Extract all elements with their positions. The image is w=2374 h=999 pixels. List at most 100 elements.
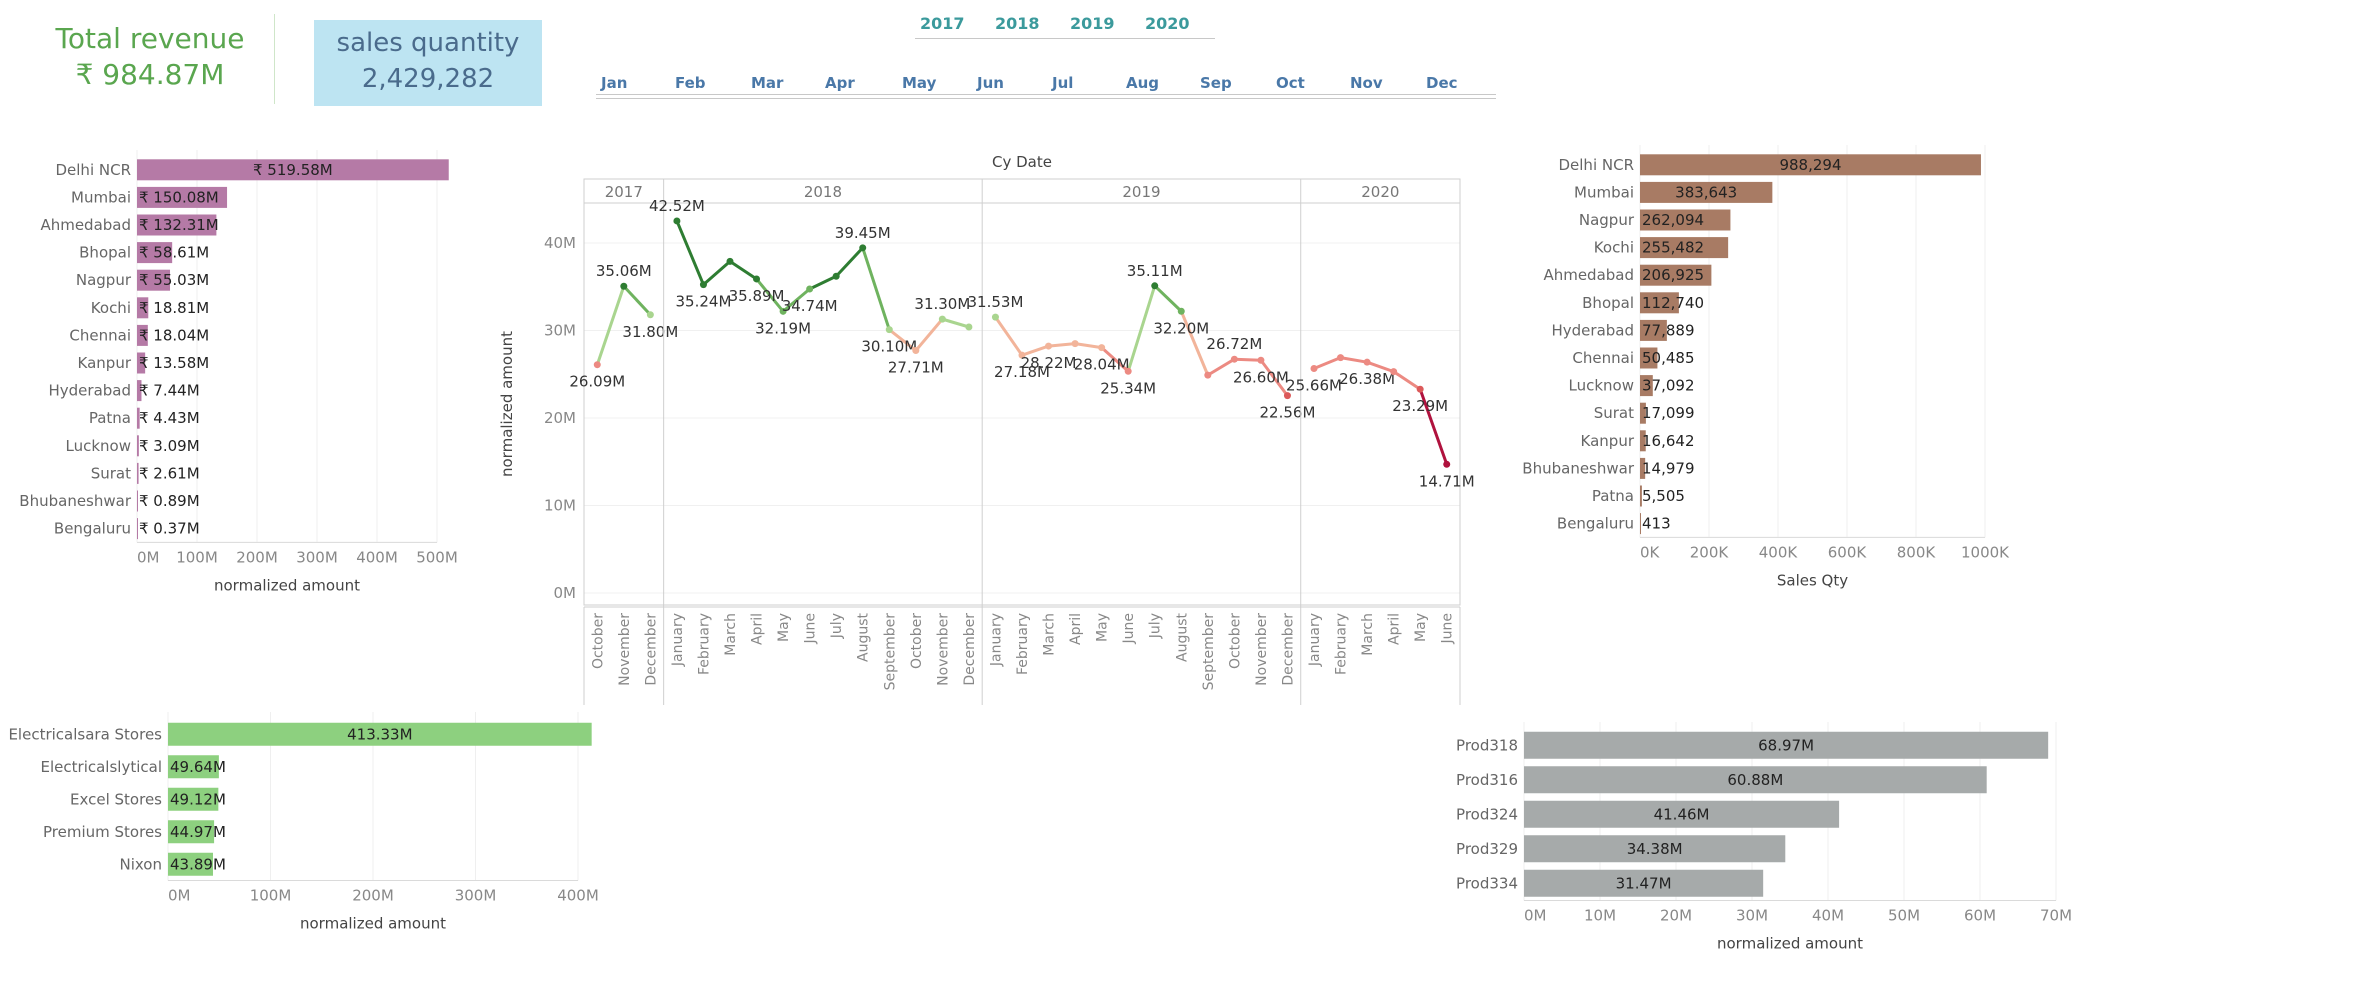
trend-data-label: 32.19M — [755, 319, 811, 337]
customer-x-axis-title: normalized amount — [300, 915, 446, 933]
top-customers-chart: Electricalsara Stores 413.33M Electricalsl… — [8, 712, 599, 933]
revenue-market-bar — [137, 435, 139, 457]
revenue-market-category-label: Surat — [91, 464, 131, 482]
trend-point — [753, 275, 761, 283]
trend-data-label: 30.10M — [861, 338, 917, 356]
month-filter-apr[interactable]: Apr — [825, 74, 855, 92]
trend-data-label: 25.66M — [1286, 376, 1342, 394]
revenue-market-x-tick-label: 100M — [176, 548, 218, 566]
qty-market-category-label: Delhi NCR — [1558, 156, 1634, 174]
trend-month-label: August — [856, 612, 872, 662]
trend-point — [1045, 342, 1053, 350]
trend-month-label: December — [1280, 613, 1296, 686]
trend-line-segment — [1100, 346, 1130, 373]
year-filter-2020[interactable]: 2020 — [1145, 14, 1190, 33]
qty-market-bar — [1640, 402, 1646, 424]
month-filter-may[interactable]: May — [902, 74, 937, 92]
month-filter-jul[interactable]: Jul — [1052, 74, 1074, 92]
trend-year-header: 2017 — [605, 183, 643, 201]
revenue-market-x-tick-label: 300M — [296, 548, 338, 566]
trend-point — [593, 361, 601, 369]
product-bar-label: 34.38M — [1627, 840, 1683, 858]
trend-line-segment — [1312, 356, 1343, 370]
trend-data-label: 27.18M — [994, 363, 1050, 381]
month-filter-jun[interactable]: Jun — [977, 74, 1004, 92]
qty-market-bar-label: 5,505 — [1642, 487, 1685, 505]
trend-plot-frame — [583, 178, 1461, 606]
trend-month-label: June — [1440, 613, 1456, 645]
trend-month-label: April — [750, 613, 766, 645]
revenue-market-bar-label: ₹ 0.37M — [139, 520, 200, 538]
qty-market-bar-label: 262,094 — [1642, 211, 1704, 229]
trend-data-label: 34.74M — [782, 297, 838, 315]
month-filter-dec[interactable]: Dec — [1426, 74, 1458, 92]
month-filter-oct[interactable]: Oct — [1276, 74, 1305, 92]
revenue-market-bar — [137, 352, 146, 374]
revenue-market-category-label: Chennai — [69, 326, 131, 344]
month-filter-feb[interactable]: Feb — [675, 74, 706, 92]
qty-market-category-label: Bengaluru — [1557, 515, 1634, 533]
revenue-market-bar — [137, 380, 142, 402]
year-filter-2017[interactable]: 2017 — [920, 14, 965, 33]
month-filter-aug[interactable]: Aug — [1126, 74, 1160, 92]
qty-market-category-label: Kanpur — [1581, 432, 1635, 450]
trend-data-label: 28.22M — [1021, 354, 1077, 372]
customer-bar — [168, 755, 219, 779]
kpi-divider — [274, 14, 275, 104]
trend-month-label: February — [696, 613, 712, 675]
revenue-market-category-label: Patna — [89, 409, 131, 427]
trend-month-label: April — [1068, 613, 1084, 645]
product-bar-label: 60.88M — [1727, 771, 1783, 789]
trend-point — [1177, 307, 1185, 315]
trend-month-label: October — [1227, 613, 1243, 669]
trend-title: Cy Date — [992, 153, 1052, 171]
trend-month-label: December — [962, 613, 978, 686]
trend-month-label: May — [1413, 613, 1429, 642]
product-x-tick-label: 0M — [1524, 907, 1547, 925]
trend-data-label: 31.53M — [968, 293, 1024, 311]
trend-month-label: March — [723, 613, 739, 656]
product-x-tick-label: 20M — [1660, 907, 1692, 925]
product-bar-label: 41.46M — [1654, 805, 1710, 823]
month-filter-mar[interactable]: Mar — [751, 74, 784, 92]
product-bar-label: 68.97M — [1758, 736, 1814, 754]
trend-line-segment — [1418, 387, 1449, 466]
revenue-market-category-label: Delhi NCR — [55, 161, 131, 179]
revenue-market-bar-label: ₹ 132.31M — [139, 216, 219, 234]
revenue-market-bar — [137, 297, 149, 319]
qty-market-bar-label: 37,092 — [1642, 377, 1695, 395]
customer-category-label: Electricalslytical — [41, 758, 162, 776]
month-filter-divider-lower — [596, 98, 1496, 99]
qty-market-x-tick-label: 600K — [1828, 543, 1868, 561]
trend-month-label: November — [935, 613, 951, 686]
revenue-market-category-label: Kanpur — [78, 354, 132, 372]
qty-market-category-label: Kochi — [1594, 239, 1634, 257]
customer-bar-label: 49.12M — [170, 790, 226, 808]
qty-market-bar — [1640, 513, 1641, 535]
trend-point — [620, 282, 628, 290]
trend-line-segment — [861, 246, 891, 332]
product-x-tick-label: 60M — [1964, 907, 1996, 925]
product-bar — [1524, 835, 1786, 863]
month-filter-nov[interactable]: Nov — [1350, 74, 1383, 92]
trend-point — [1283, 392, 1291, 400]
revenue-market-bar — [137, 269, 171, 291]
trend-data-label: 23.29M — [1392, 397, 1448, 415]
customer-bar — [168, 722, 592, 746]
month-filter-divider — [596, 94, 1496, 95]
trend-month-label: July — [1148, 613, 1164, 639]
kpi-quantity-title: sales quantity — [336, 28, 520, 58]
month-filter-jan[interactable]: Jan — [601, 74, 628, 92]
revenue-market-x-tick-label: 0M — [137, 548, 160, 566]
product-x-axis-title: normalized amount — [1717, 935, 1863, 953]
customer-bar — [168, 820, 215, 844]
year-filter-2018[interactable]: 2018 — [995, 14, 1040, 33]
quantity-by-market-chart: Delhi NCR 988,294 Mumbai 383,643 Nagpur 262,0… — [1522, 145, 2010, 589]
customer-bar-label: 44.97M — [170, 823, 226, 841]
year-filter-2019[interactable]: 2019 — [1070, 14, 1115, 33]
product-bar — [1524, 731, 2049, 759]
trend-data-label: 35.24M — [676, 293, 732, 311]
trend-year-header: 2019 — [1122, 183, 1160, 201]
month-filter-sep[interactable]: Sep — [1200, 74, 1232, 92]
revenue-market-x-tick-label: 200M — [236, 548, 278, 566]
